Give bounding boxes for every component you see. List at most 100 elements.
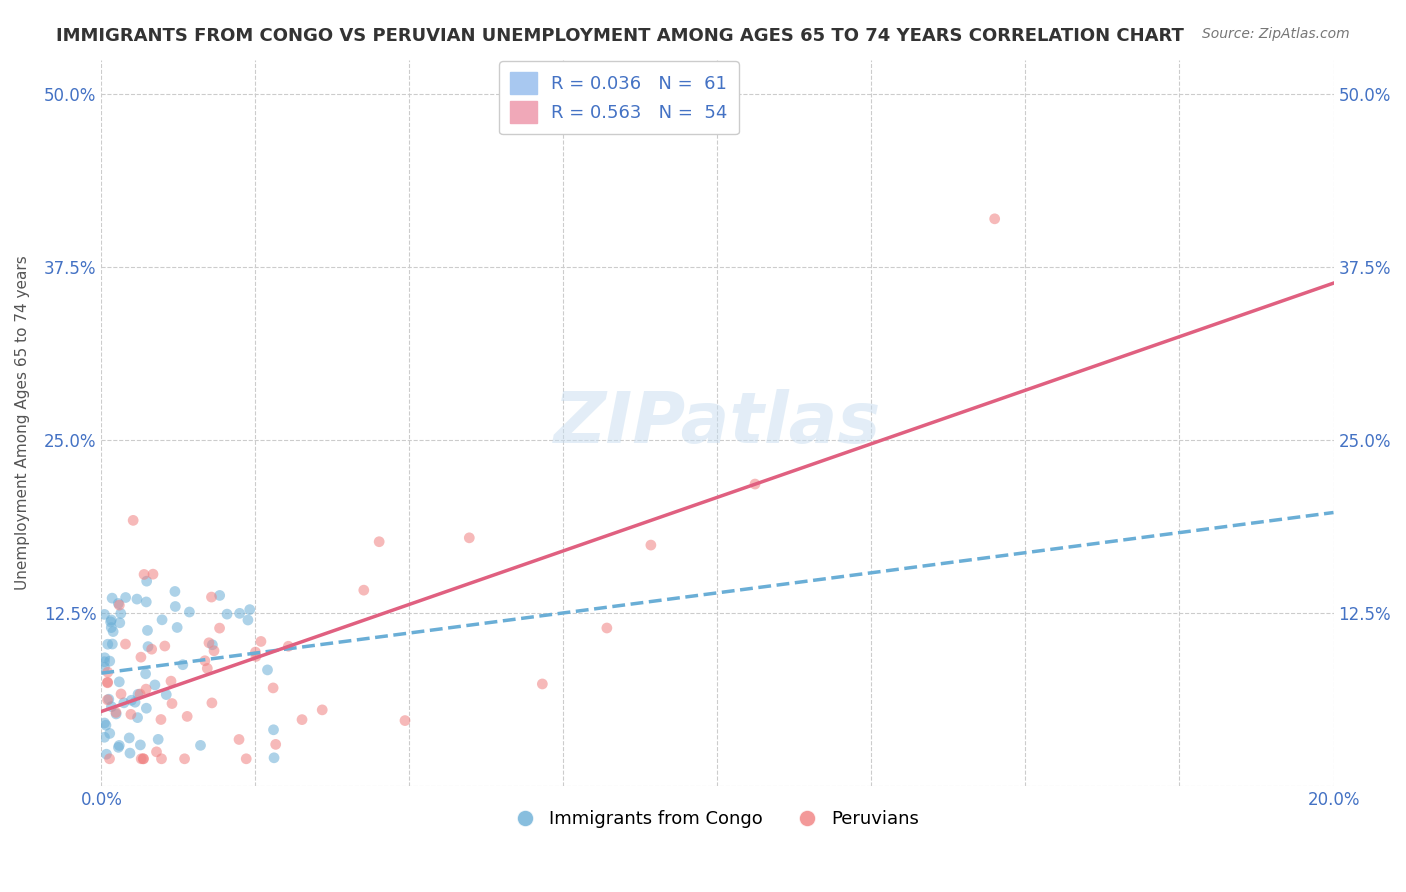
Peruvians — [132, 752, 155, 766]
Immigrants from Congo — [97, 692, 120, 706]
Immigrants from Congo — [118, 731, 141, 745]
Immigrants from Congo — [100, 615, 122, 629]
Peruvians — [250, 634, 273, 648]
Immigrants from Congo — [100, 613, 122, 627]
Peruvians — [96, 693, 118, 707]
Peruvians — [202, 644, 225, 658]
Immigrants from Congo — [135, 595, 157, 609]
Peruvians — [596, 621, 619, 635]
Peruvians — [160, 674, 183, 689]
Peruvians — [458, 531, 481, 545]
Immigrants from Congo — [114, 591, 136, 605]
Immigrants from Congo — [150, 613, 173, 627]
Immigrants from Congo — [100, 699, 122, 714]
Peruvians — [97, 665, 120, 680]
Peruvians — [96, 675, 118, 690]
Peruvians — [149, 713, 172, 727]
Peruvians — [228, 732, 250, 747]
Peruvians — [114, 637, 136, 651]
Peruvians — [129, 687, 152, 701]
Immigrants from Congo — [101, 624, 124, 639]
Text: ZIPatlas: ZIPatlas — [554, 389, 882, 458]
Peruvians — [141, 642, 163, 657]
Immigrants from Congo — [93, 607, 115, 622]
Immigrants from Congo — [143, 678, 166, 692]
Peruvians — [200, 590, 222, 604]
Immigrants from Congo — [127, 687, 149, 701]
Immigrants from Congo — [135, 701, 157, 715]
Peruvians — [145, 745, 167, 759]
Peruvians — [245, 649, 267, 664]
Immigrants from Congo — [120, 693, 142, 707]
Legend: Immigrants from Congo, Peruvians: Immigrants from Congo, Peruvians — [509, 803, 927, 836]
Immigrants from Congo — [256, 663, 278, 677]
Peruvians — [640, 538, 662, 552]
Immigrants from Congo — [125, 592, 148, 607]
Immigrants from Congo — [215, 607, 238, 621]
Peruvians — [132, 567, 155, 582]
Peruvians — [198, 636, 221, 650]
Peruvians — [201, 696, 224, 710]
Immigrants from Congo — [98, 726, 121, 740]
Immigrants from Congo — [135, 666, 157, 681]
Immigrants from Congo — [190, 739, 212, 753]
Peruvians — [132, 752, 155, 766]
Peruvians — [291, 713, 314, 727]
Immigrants from Congo — [135, 574, 157, 589]
Immigrants from Congo — [110, 607, 132, 621]
Peruvians — [235, 752, 257, 766]
Immigrants from Congo — [98, 654, 121, 668]
Peruvians — [122, 513, 145, 527]
Immigrants from Congo — [263, 723, 285, 737]
Peruvians — [176, 709, 198, 723]
Peruvians — [104, 706, 127, 720]
Immigrants from Congo — [93, 650, 115, 665]
Peruvians — [531, 677, 554, 691]
Immigrants from Congo — [163, 584, 186, 599]
Peruvians — [744, 477, 766, 491]
Immigrants from Congo — [239, 602, 262, 616]
Immigrants from Congo — [172, 657, 194, 672]
Immigrants from Congo — [155, 688, 177, 702]
Immigrants from Congo — [136, 640, 159, 654]
Peruvians — [110, 687, 132, 701]
Peruvians — [394, 714, 416, 728]
Immigrants from Congo — [236, 613, 259, 627]
Immigrants from Congo — [136, 624, 159, 638]
Immigrants from Congo — [93, 716, 115, 731]
Text: IMMIGRANTS FROM CONGO VS PERUVIAN UNEMPLOYMENT AMONG AGES 65 TO 74 YEARS CORRELA: IMMIGRANTS FROM CONGO VS PERUVIAN UNEMPL… — [56, 27, 1184, 45]
Immigrants from Congo — [263, 751, 285, 765]
Peruvians — [120, 707, 142, 722]
Immigrants from Congo — [112, 696, 135, 710]
Peruvians — [142, 567, 165, 582]
Immigrants from Congo — [108, 674, 131, 689]
Immigrants from Congo — [100, 621, 122, 635]
Immigrants from Congo — [107, 597, 129, 611]
Immigrants from Congo — [228, 607, 250, 621]
Peruvians — [245, 645, 267, 659]
Immigrants from Congo — [93, 731, 115, 745]
Immigrants from Congo — [127, 710, 149, 724]
Peruvians — [96, 675, 118, 690]
Peruvians — [150, 752, 173, 766]
Peruvians — [98, 752, 121, 766]
Peruvians — [353, 583, 375, 598]
Peruvians — [277, 640, 299, 654]
Immigrants from Congo — [96, 747, 118, 762]
Peruvians — [208, 621, 231, 635]
Immigrants from Congo — [179, 605, 201, 619]
Immigrants from Congo — [105, 706, 128, 721]
Immigrants from Congo — [101, 637, 124, 651]
Immigrants from Congo — [148, 732, 170, 747]
Immigrants from Congo — [101, 591, 124, 606]
Text: Source: ZipAtlas.com: Source: ZipAtlas.com — [1202, 27, 1350, 41]
Immigrants from Congo — [97, 637, 120, 651]
Immigrants from Congo — [93, 655, 115, 669]
Peruvians — [108, 598, 131, 612]
Peruvians — [194, 654, 217, 668]
Immigrants from Congo — [118, 746, 141, 760]
Peruvians — [262, 681, 284, 695]
Peruvians — [129, 752, 152, 766]
Immigrants from Congo — [201, 638, 224, 652]
Peruvians — [135, 682, 157, 697]
